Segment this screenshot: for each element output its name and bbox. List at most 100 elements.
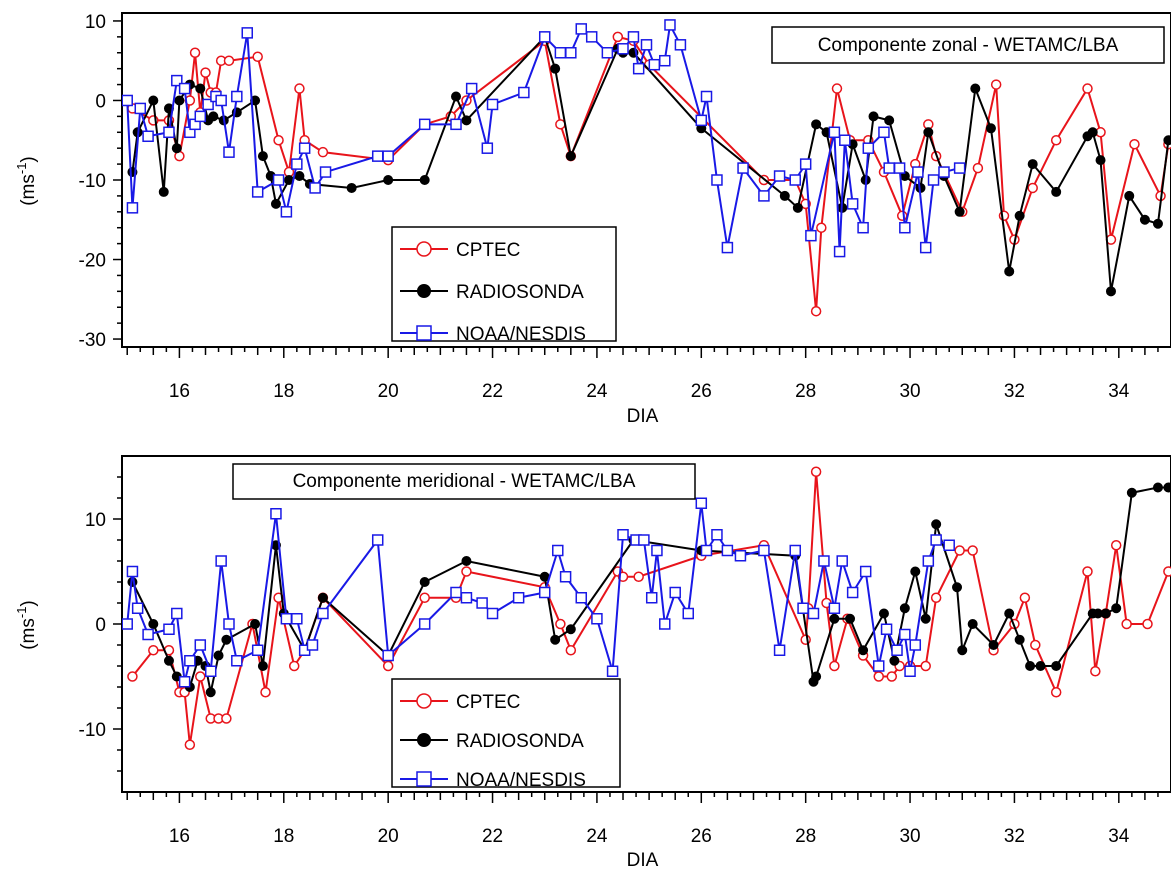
data-point: [591, 613, 603, 625]
x-tick-label: 34: [1108, 381, 1130, 402]
legend-marker: [416, 693, 432, 709]
series-radiosonda: [127, 31, 1171, 297]
data-point: [309, 182, 321, 194]
y-tick-label: 0: [95, 91, 106, 112]
data-point: [1152, 218, 1163, 229]
data-point: [923, 127, 934, 138]
legend-label: NOAA/NESDIS: [456, 324, 586, 345]
data-point: [565, 624, 576, 635]
data-point: [799, 158, 812, 170]
data-point: [565, 151, 576, 162]
data-point: [213, 650, 224, 661]
data-point: [931, 519, 942, 530]
data-point: [651, 544, 663, 557]
data-point: [1163, 566, 1171, 577]
x-tick-label: 24: [586, 381, 608, 402]
data-point: [758, 544, 770, 557]
x-tick-label: 30: [899, 381, 920, 402]
data-point: [200, 67, 211, 78]
legend-label: RADIOSONDA: [456, 282, 584, 303]
y-axis-label-exponent: -1: [14, 607, 29, 619]
x-tick-label: 18: [273, 826, 294, 847]
data-point: [638, 534, 650, 546]
data-point: [257, 151, 268, 162]
data-point: [126, 565, 139, 578]
data-point: [846, 586, 859, 599]
data-point: [202, 98, 214, 111]
data-point: [215, 555, 227, 567]
x-tick-label: 26: [691, 381, 712, 402]
data-point: [291, 158, 303, 170]
data-point: [270, 198, 281, 209]
data-point: [606, 665, 619, 677]
data-point: [194, 639, 207, 651]
data-point: [632, 62, 645, 75]
y-axis-label-unit: (ms: [18, 174, 39, 206]
data-point: [633, 571, 644, 582]
data-point: [857, 221, 869, 234]
y-tick-label: 10: [85, 12, 106, 33]
data-point: [972, 162, 984, 174]
data-point: [288, 660, 300, 672]
data-point: [943, 539, 955, 551]
data-point: [1025, 661, 1036, 671]
y-axis-label-close: ): [18, 600, 39, 606]
data-point: [839, 134, 851, 146]
data-point: [878, 608, 889, 619]
data-point: [252, 51, 263, 62]
x-tick-label: 20: [378, 826, 399, 847]
y-axis-label: (ms-1): [14, 156, 39, 206]
data-point: [260, 687, 271, 698]
x-tick-label: 34: [1108, 826, 1130, 847]
data-point: [1095, 155, 1106, 166]
data-point: [734, 550, 747, 562]
data-point: [294, 171, 305, 182]
legend-marker: [416, 241, 432, 257]
data-point: [695, 497, 708, 509]
data-point: [1014, 210, 1025, 221]
data-point: [215, 94, 227, 107]
data-point: [257, 661, 268, 671]
x-tick-label: 30: [899, 826, 920, 847]
data-point: [171, 143, 182, 154]
data-point: [1124, 190, 1135, 201]
x-axis-label: DIA: [627, 406, 659, 427]
data-point: [1019, 592, 1031, 603]
data-point: [134, 102, 147, 115]
data-point: [131, 602, 144, 614]
data-point: [645, 592, 658, 604]
legend-label: CPTEC: [456, 240, 520, 261]
data-point: [178, 82, 191, 95]
data-point: [845, 613, 856, 624]
legend-label: NOAA/NESDIS: [456, 770, 586, 791]
data-point: [1087, 127, 1098, 138]
data-point: [846, 198, 859, 210]
data-point: [223, 55, 235, 66]
data-point: [1126, 487, 1137, 498]
data-point: [552, 544, 564, 557]
data-point: [306, 639, 319, 651]
data-point: [669, 586, 681, 599]
legend-label: RADIOSONDA: [456, 731, 584, 752]
data-point: [872, 660, 885, 672]
data-point: [1030, 639, 1041, 651]
data-point: [952, 582, 963, 593]
data-point: [938, 166, 950, 178]
data-point: [1050, 687, 1062, 698]
data-point: [555, 618, 566, 630]
data-point: [346, 182, 357, 193]
chart-title-box: [232, 463, 696, 500]
data-point: [280, 206, 293, 218]
data-point: [811, 671, 822, 682]
x-tick-label: 28: [795, 381, 816, 402]
data-point: [1004, 266, 1015, 277]
data-point: [585, 31, 598, 43]
data-point: [862, 142, 875, 154]
data-point: [1082, 566, 1093, 577]
data-point: [1110, 540, 1122, 551]
data-point: [627, 31, 640, 43]
data-point: [419, 577, 430, 587]
data-point: [189, 47, 201, 59]
y-tick-label: 10: [85, 510, 106, 531]
